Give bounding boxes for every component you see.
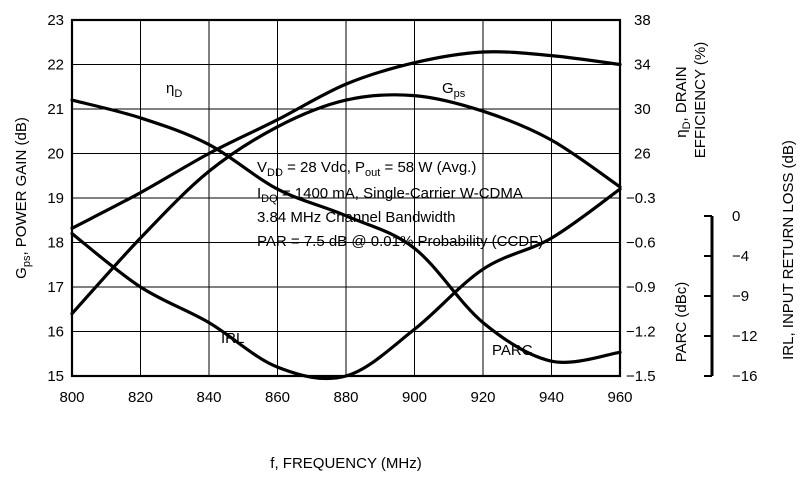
left-y-tick-label: 15 bbox=[47, 368, 64, 385]
series-label-parc: PARC bbox=[492, 342, 533, 359]
x-tick-label: 920 bbox=[470, 389, 495, 406]
x-tick-label: 880 bbox=[333, 389, 358, 406]
parc-axis-label: PARC (dBc) bbox=[673, 282, 690, 363]
efficiency-tick-label: 34 bbox=[634, 57, 651, 74]
efficiency-axis-label: ηD, DRAIN EFFICIENCY (%) bbox=[673, 42, 709, 158]
efficiency-axis-label-line2: EFFICIENCY (%) bbox=[692, 42, 709, 158]
left-y-tick-label: 22 bbox=[47, 57, 64, 74]
parc-tick-label: −0.3 bbox=[626, 190, 656, 207]
left-y-tick-label: 21 bbox=[47, 101, 64, 118]
irl-tick-label: −12 bbox=[732, 328, 757, 345]
x-tick-label: 820 bbox=[128, 389, 153, 406]
grid-lines bbox=[72, 20, 620, 376]
tick-labels: 800 820 840 860 880 900 920 940 960 15 16 17 18 19 20 2… bbox=[47, 12, 655, 406]
series-label-power-gain: Gps bbox=[442, 80, 466, 100]
left-y-tick-label: 23 bbox=[47, 12, 64, 29]
series-label-drain-efficiency: ηD bbox=[166, 80, 182, 100]
x-tick-label: 800 bbox=[59, 389, 84, 406]
efficiency-axis-label-line1: ηD, DRAIN bbox=[673, 66, 693, 137]
annotation-line-2: IDQ = 1400 mA, Single-Carrier W-CDMA bbox=[257, 185, 523, 205]
parc-tick-label: −0.9 bbox=[626, 279, 656, 296]
x-tick-label: 960 bbox=[607, 389, 632, 406]
efficiency-tick-label: 26 bbox=[634, 146, 651, 163]
series-lines bbox=[70, 50, 622, 381]
x-tick-label: 940 bbox=[539, 389, 564, 406]
parc-tick-label: −0.6 bbox=[626, 235, 656, 252]
annotation-line-1: VDD = 28 Vdc, Pout = 58 W (Avg.) bbox=[257, 159, 476, 179]
irl-tick-label: −9 bbox=[732, 288, 749, 305]
parc-tick-label: −1.5 bbox=[626, 368, 656, 385]
left-y-tick-label: 20 bbox=[47, 146, 64, 163]
efficiency-tick-label: 38 bbox=[634, 12, 651, 29]
series-line-drain-efficiency bbox=[70, 50, 622, 230]
irl-axis-label: IRL, INPUT RETURN LOSS (dB) bbox=[780, 140, 797, 360]
series-line-parc bbox=[70, 98, 622, 364]
parc-tick-label: −1.2 bbox=[626, 324, 656, 341]
x-axis-label: f, FREQUENCY (MHz) bbox=[270, 455, 421, 472]
x-tick-label: 840 bbox=[196, 389, 221, 406]
left-y-tick-label: 17 bbox=[47, 279, 64, 296]
irl-tick-label: −16 bbox=[732, 368, 757, 385]
left-y-tick-label: 19 bbox=[47, 190, 64, 207]
left-y-tick-label: 16 bbox=[47, 324, 64, 341]
left-axis-label: Gps, POWER GAIN (dB) bbox=[13, 117, 33, 279]
x-tick-label: 900 bbox=[402, 389, 427, 406]
annotation-line-3: 3.84 MHz Channel Bandwidth bbox=[257, 209, 455, 226]
irl-tick-label: 0 bbox=[732, 208, 740, 225]
left-y-tick-label: 18 bbox=[47, 235, 64, 252]
irl-tick-label: −4 bbox=[732, 248, 749, 265]
x-tick-label: 860 bbox=[265, 389, 290, 406]
series-label-irl: IRL bbox=[221, 330, 244, 347]
annotation-line-4: PAR = 7.5 dB @ 0.01% Probability (CCDF) bbox=[257, 233, 543, 250]
series-line-irl bbox=[70, 187, 622, 381]
efficiency-tick-label: 30 bbox=[634, 101, 651, 118]
irl-axis: 0 −4 −9 −12 −16 bbox=[704, 208, 757, 385]
series-line-power-gain bbox=[70, 93, 622, 316]
